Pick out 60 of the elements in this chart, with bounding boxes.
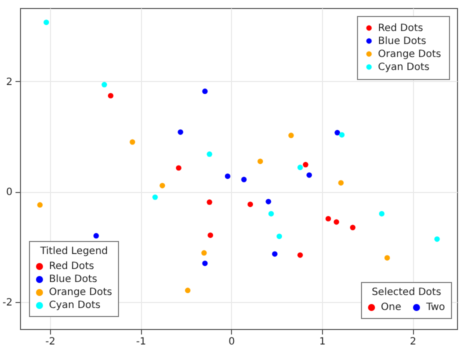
- y-tick-label: -2: [2, 297, 12, 308]
- point: [334, 219, 340, 225]
- point: [176, 165, 182, 171]
- text: Cyan Dots: [49, 300, 100, 311]
- x-tick-label: 1: [319, 336, 326, 348]
- point: [434, 236, 440, 242]
- point: [297, 164, 303, 170]
- point: [302, 162, 308, 168]
- point: [297, 252, 303, 258]
- point: [184, 288, 190, 294]
- point: [268, 210, 274, 216]
- point: [152, 194, 158, 200]
- point: [338, 180, 344, 186]
- point: [206, 199, 212, 205]
- text: Blue Dots: [378, 36, 426, 47]
- point: [178, 129, 184, 135]
- point: [326, 216, 331, 222]
- point: [379, 210, 384, 216]
- point: [102, 82, 108, 88]
- annotation: Two: [425, 301, 445, 314]
- point: [37, 202, 43, 208]
- point: [202, 88, 208, 94]
- point: [276, 234, 282, 240]
- point: [334, 130, 340, 136]
- legend-label: Cyan Dots: [378, 62, 430, 73]
- text: Orange Dots: [378, 49, 442, 60]
- point: [288, 132, 294, 138]
- point: [44, 20, 50, 26]
- point: [130, 139, 136, 145]
- annotation: Selected Dots: [370, 287, 442, 298]
- point: [350, 224, 356, 230]
- x-tick-label: 0: [228, 336, 235, 348]
- point: [306, 172, 312, 178]
- point: [241, 176, 247, 182]
- text: Red Dots: [378, 23, 424, 34]
- point: [206, 151, 212, 157]
- legend-title: Titled Legend: [39, 246, 109, 257]
- point: [384, 255, 390, 261]
- point: [272, 251, 278, 257]
- x-tick-label: -2: [45, 336, 56, 348]
- y-tick-label: 0: [6, 187, 12, 198]
- point: [93, 233, 99, 239]
- point: [201, 250, 207, 256]
- point: [160, 182, 166, 188]
- point: [258, 158, 263, 164]
- point: [224, 173, 230, 179]
- point: [339, 132, 345, 138]
- annotation: One: [380, 301, 402, 314]
- selection-legend: Selected Dots One Two: [360, 282, 452, 319]
- point: [266, 198, 272, 204]
- point: [208, 232, 214, 238]
- point: [248, 202, 254, 208]
- x-tick-label: -1: [136, 336, 146, 348]
- x-tick-label: 2: [410, 336, 416, 348]
- legend-label: Red Dots: [48, 260, 96, 273]
- legend-label: Blue Dots: [48, 273, 98, 286]
- point: [108, 92, 114, 98]
- legend-label: Orange Dots: [48, 286, 112, 299]
- point: [202, 260, 208, 266]
- y-tick-label: 2: [6, 76, 12, 88]
